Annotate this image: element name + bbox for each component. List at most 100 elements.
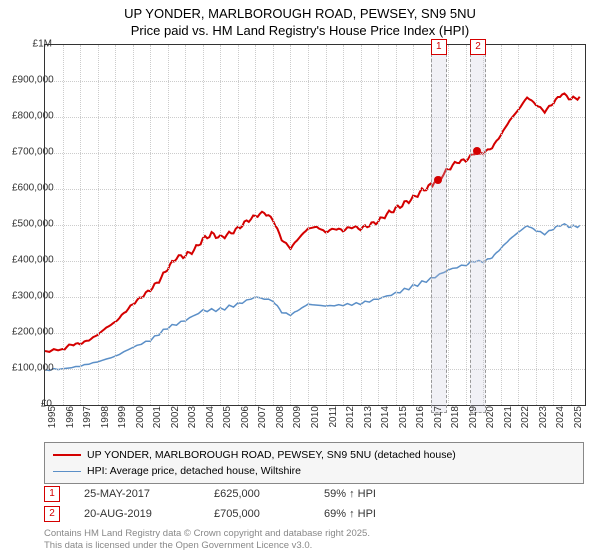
marker-band (431, 39, 447, 413)
gridline-v (63, 45, 64, 405)
legend-row-property: UP YONDER, MARLBOROUGH ROAD, PEWSEY, SN9… (53, 447, 575, 463)
x-axis-label: 2010 (310, 406, 321, 436)
legend-swatch-hpi (53, 471, 81, 472)
gridline-v (255, 45, 256, 405)
gridline-v (326, 45, 327, 405)
marker-number-badge: 1 (431, 39, 447, 55)
x-axis-label: 2001 (152, 406, 163, 436)
marker-row-price: £705,000 (214, 508, 324, 520)
x-axis-label: 2005 (222, 406, 233, 436)
marker-data-row: 2 20-AUG-2019£705,00069% ↑ HPI (44, 504, 424, 524)
gridline-h (45, 117, 585, 118)
gridline-h (45, 189, 585, 190)
marker-band (470, 39, 486, 413)
gridline-v (308, 45, 309, 405)
x-axis-label: 2024 (555, 406, 566, 436)
x-axis-label: 2021 (503, 406, 514, 436)
x-axis-label: 2002 (170, 406, 181, 436)
marker-data-row: 125-MAY-2017£625,00059% ↑ HPI (44, 484, 424, 504)
x-axis-label: 1996 (65, 406, 76, 436)
gridline-v (150, 45, 151, 405)
marker-row-number: 1 (44, 486, 60, 502)
marker-row-date: 20-AUG-2019 (84, 508, 214, 520)
marker-row-number: 2 (44, 506, 60, 522)
x-axis-label: 2017 (433, 406, 444, 436)
gridline-v (238, 45, 239, 405)
gridline-v (361, 45, 362, 405)
gridline-v (185, 45, 186, 405)
y-axis-label: £800,000 (12, 111, 52, 122)
gridline-v (115, 45, 116, 405)
x-axis-label: 1997 (82, 406, 93, 436)
gridline-h (45, 297, 585, 298)
y-axis-label: £900,000 (12, 75, 52, 86)
x-axis-label: 2018 (450, 406, 461, 436)
chart-container: UP YONDER, MARLBOROUGH ROAD, PEWSEY, SN9… (0, 0, 600, 560)
gridline-v (290, 45, 291, 405)
gridline-v (203, 45, 204, 405)
attribution-line2: This data is licensed under the Open Gov… (44, 540, 370, 552)
gridline-v (396, 45, 397, 405)
marker-dot (434, 176, 442, 184)
gridline-v (553, 45, 554, 405)
y-axis-label: £300,000 (12, 291, 52, 302)
legend-label-property: UP YONDER, MARLBOROUGH ROAD, PEWSEY, SN9… (87, 449, 456, 461)
title-line2: Price paid vs. HM Land Registry's House … (0, 23, 600, 40)
x-axis-label: 2019 (468, 406, 479, 436)
title-line1: UP YONDER, MARLBOROUGH ROAD, PEWSEY, SN9… (0, 6, 600, 23)
marker-row-pct: 69% ↑ HPI (324, 508, 424, 520)
x-axis-label: 2006 (240, 406, 251, 436)
y-axis-label: £100,000 (12, 363, 52, 374)
y-axis-label: £1M (12, 39, 52, 50)
gridline-v (98, 45, 99, 405)
gridline-v (168, 45, 169, 405)
marker-row-date: 25-MAY-2017 (84, 488, 214, 500)
x-axis-label: 2014 (380, 406, 391, 436)
gridline-h (45, 225, 585, 226)
gridline-v (133, 45, 134, 405)
x-axis-label: 2015 (398, 406, 409, 436)
marker-row-pct: 59% ↑ HPI (324, 488, 424, 500)
marker-number-badge: 2 (470, 39, 486, 55)
y-axis-label: £0 (12, 399, 52, 410)
legend-label-hpi: HPI: Average price, detached house, Wilt… (87, 465, 301, 477)
gridline-v (413, 45, 414, 405)
gridline-v (273, 45, 274, 405)
gridline-v (378, 45, 379, 405)
gridline-v (501, 45, 502, 405)
x-axis-label: 1999 (117, 406, 128, 436)
gridline-v (571, 45, 572, 405)
x-axis-label: 1998 (100, 406, 111, 436)
gridline-v (466, 45, 467, 405)
x-axis-label: 2007 (257, 406, 268, 436)
legend-swatch-property (53, 454, 81, 456)
x-axis-label: 2023 (538, 406, 549, 436)
gridline-h (45, 81, 585, 82)
y-axis-label: £500,000 (12, 219, 52, 230)
gridline-h (45, 333, 585, 334)
x-axis-label: 2000 (135, 406, 146, 436)
gridline-v (536, 45, 537, 405)
title-block: UP YONDER, MARLBOROUGH ROAD, PEWSEY, SN9… (0, 0, 600, 40)
x-axis-label: 2008 (275, 406, 286, 436)
marker-dot (473, 147, 481, 155)
gridline-h (45, 153, 585, 154)
x-axis-label: 2011 (328, 406, 339, 436)
y-axis-label: £400,000 (12, 255, 52, 266)
x-axis-label: 2013 (363, 406, 374, 436)
gridline-v (518, 45, 519, 405)
series-line-property (45, 94, 580, 352)
legend-box: UP YONDER, MARLBOROUGH ROAD, PEWSEY, SN9… (44, 442, 584, 484)
attribution-block: Contains HM Land Registry data © Crown c… (44, 528, 370, 553)
x-axis-label: 2003 (187, 406, 198, 436)
x-axis-label: 2025 (573, 406, 584, 436)
gridline-v (220, 45, 221, 405)
x-axis-label: 2009 (292, 406, 303, 436)
gridline-h (45, 261, 585, 262)
marker-data-table: 125-MAY-2017£625,00059% ↑ HPI220-AUG-201… (44, 484, 424, 524)
gridline-v (448, 45, 449, 405)
y-axis-label: £700,000 (12, 147, 52, 158)
legend-row-hpi: HPI: Average price, detached house, Wilt… (53, 463, 575, 479)
attribution-line1: Contains HM Land Registry data © Crown c… (44, 528, 370, 540)
y-axis-label: £600,000 (12, 183, 52, 194)
